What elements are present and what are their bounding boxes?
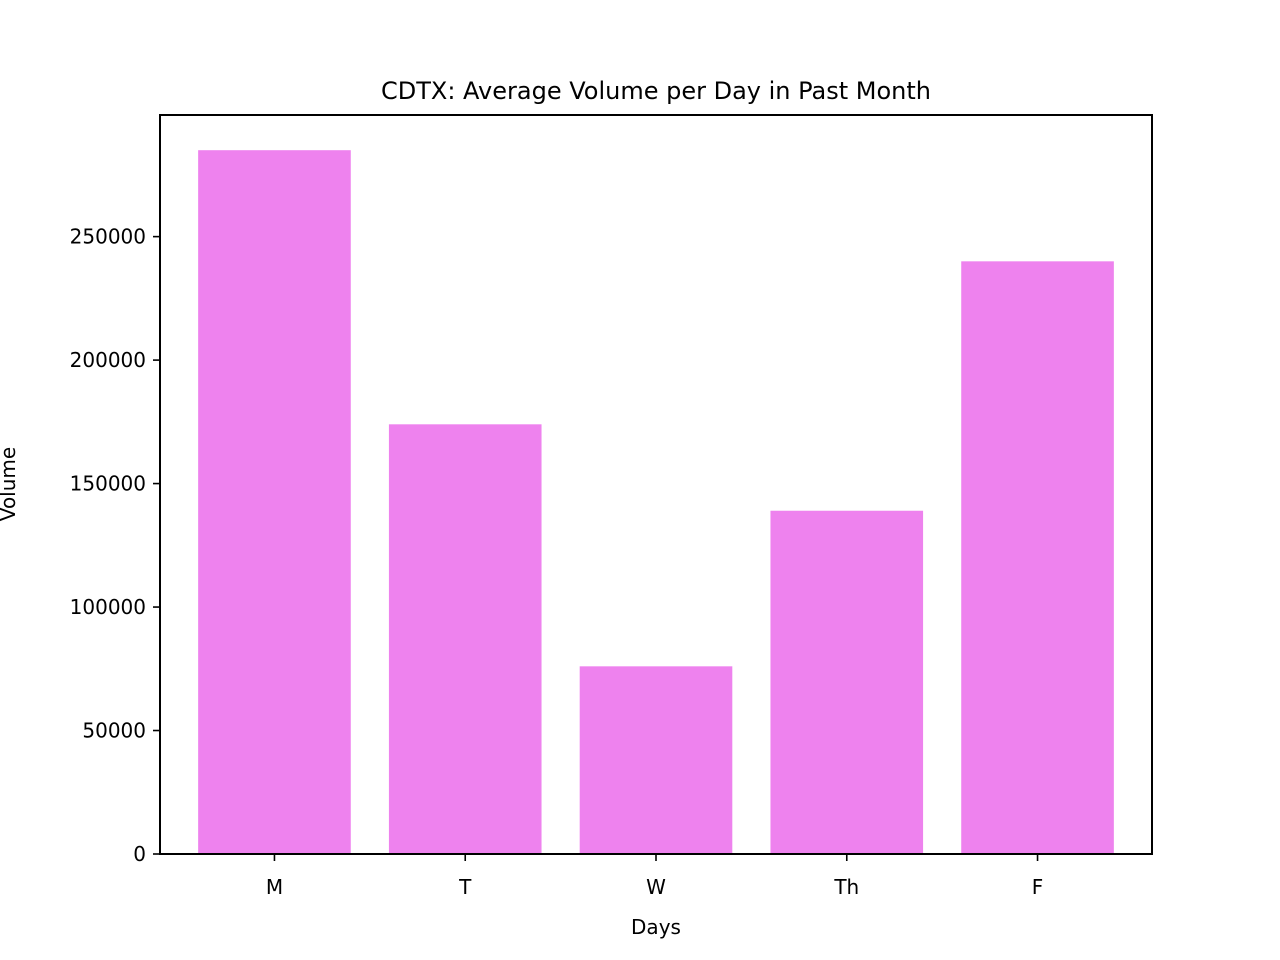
bar-Th bbox=[770, 510, 924, 854]
y-tick-label: 50000 bbox=[82, 719, 146, 743]
x-tick-label: Th bbox=[833, 875, 859, 899]
bar-F bbox=[961, 261, 1114, 854]
y-tick-label: 100000 bbox=[70, 595, 146, 619]
y-axis-ticks: 0 50000 100000 150000 200000 250000 bbox=[70, 225, 160, 866]
bar-T bbox=[388, 424, 542, 854]
y-tick-label: 200000 bbox=[70, 348, 146, 372]
bars-group bbox=[198, 150, 1114, 854]
y-tick-label: 0 bbox=[133, 842, 146, 866]
bar-W bbox=[579, 666, 733, 854]
plot-frame bbox=[159, 114, 1153, 855]
x-axis-ticks: M T W Th F bbox=[266, 854, 1043, 899]
y-tick-label: 250000 bbox=[70, 225, 146, 249]
y-tick-label: 150000 bbox=[70, 472, 146, 496]
x-tick-label: M bbox=[266, 875, 283, 899]
y-axis-label: Volume bbox=[0, 447, 20, 521]
x-axis-label: Days bbox=[631, 915, 681, 939]
chart-title: CDTX: Average Volume per Day in Past Mon… bbox=[381, 77, 931, 105]
x-tick-label: T bbox=[458, 875, 472, 899]
bar-M bbox=[198, 150, 351, 854]
x-tick-label: W bbox=[646, 875, 666, 899]
x-tick-label: F bbox=[1032, 875, 1044, 899]
